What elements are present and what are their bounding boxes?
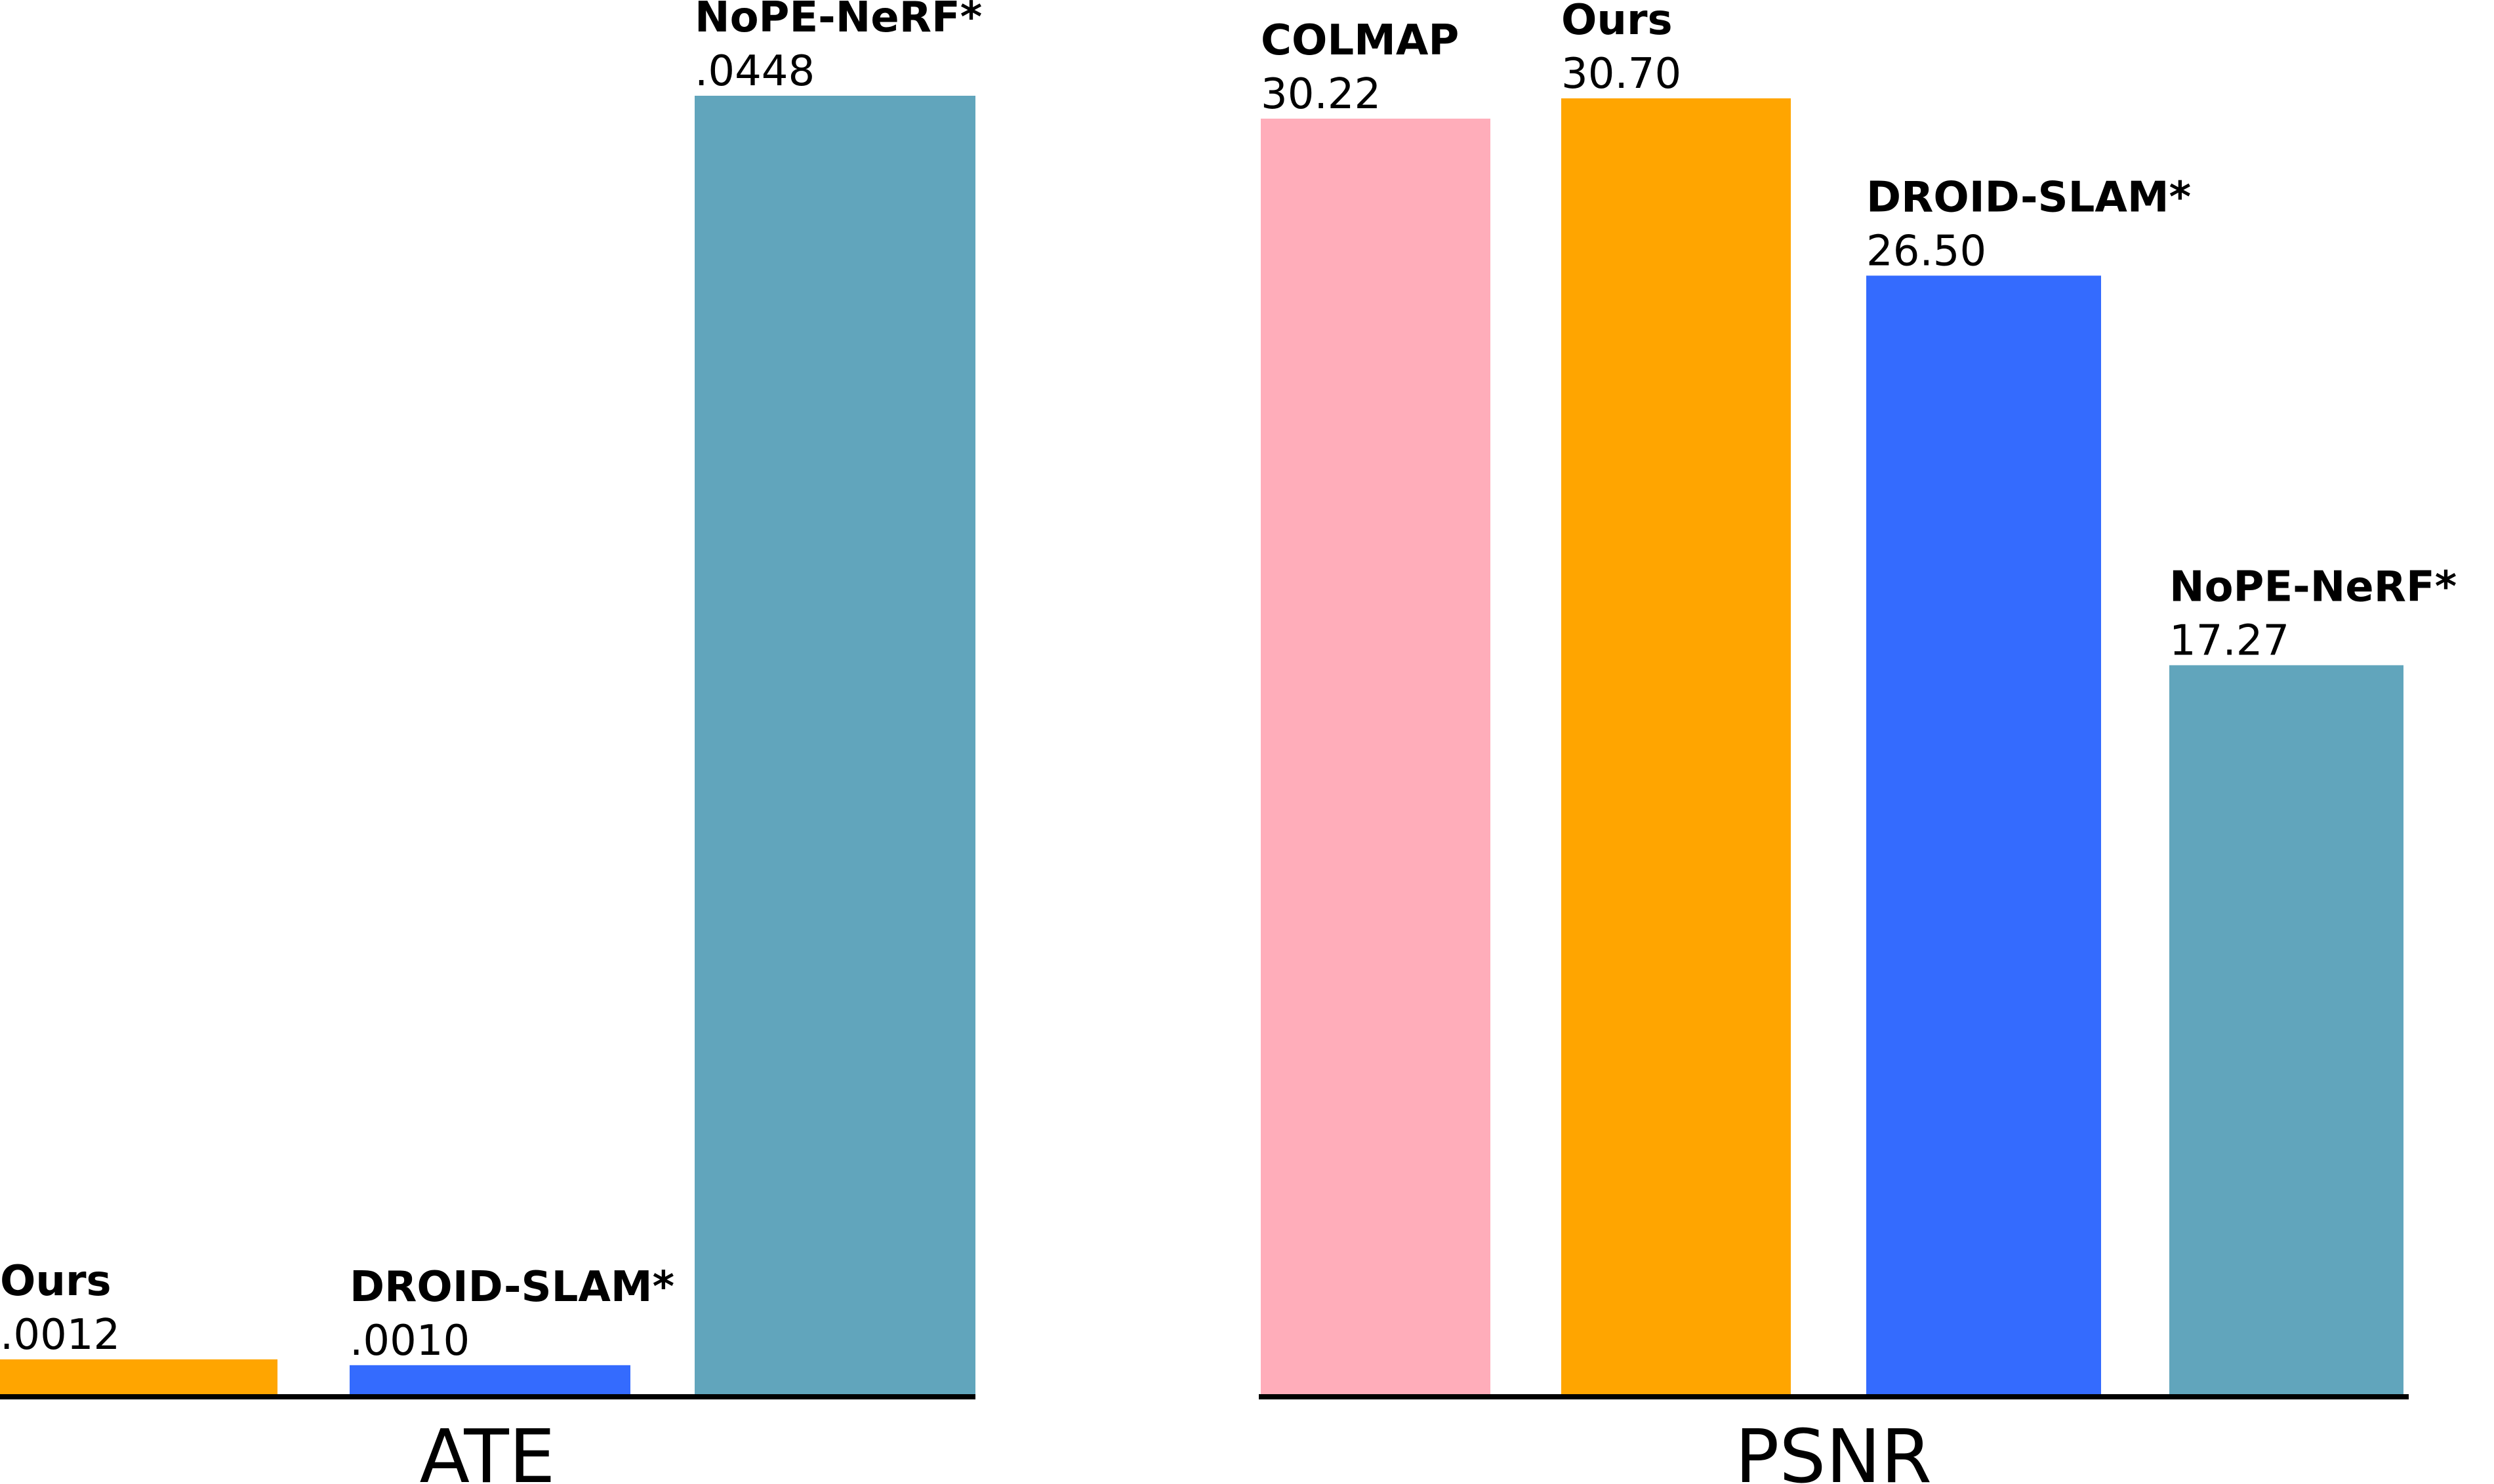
psnr-axis-label: PSNR — [1735, 1414, 1932, 1484]
psnr-nope-nerf-method-label: NoPE-NeRF* — [2169, 563, 2457, 611]
psnr-nope-nerf-value-label: 17.27 — [2169, 616, 2289, 665]
ate-ours-value-label: .0012 — [0, 1311, 120, 1359]
ate-axis-label: ATE — [419, 1414, 555, 1484]
ate-droid-slam-value-label: .0010 — [350, 1317, 470, 1365]
ate-nope-nerf-bar — [695, 96, 975, 1394]
ate-ours-method-label: Ours — [0, 1257, 112, 1306]
psnr-colmap-value-label: 30.22 — [1261, 70, 1381, 119]
ate-ours-bar — [0, 1359, 277, 1394]
psnr-ours-method-label: Ours — [1561, 0, 1673, 45]
ate-droid-slam-bar — [350, 1365, 630, 1394]
psnr-ours-value-label: 30.70 — [1561, 50, 1681, 98]
psnr-nope-nerf-bar — [2169, 665, 2403, 1394]
psnr-colmap-bar — [1261, 118, 1490, 1394]
ate-bars: .0012 Ours .0010 DROID-SLAM* .0448 NoPE-NeRF* — [0, 0, 982, 1394]
psnr-colmap-method-label: COLMAP — [1261, 16, 1459, 65]
psnr-droid-slam-value-label: 26.50 — [1866, 227, 1986, 275]
psnr-droid-slam-bar — [1866, 275, 2101, 1394]
ate-panel: .0012 Ours .0010 DROID-SLAM* .0448 NoPE-NeRF*… — [0, 0, 982, 1484]
psnr-droid-slam-method-label: DROID-SLAM* — [1866, 173, 2191, 222]
ate-nope-nerf-value-label: .0448 — [695, 47, 815, 96]
psnr-bars: 30.22 COLMAP 30.70 Ours 26.50 DROID-SLAM* 17.2… — [1261, 0, 2457, 1394]
psnr-ours-bar — [1561, 98, 1791, 1394]
ate-nope-nerf-method-label: NoPE-NeRF* — [695, 0, 982, 42]
ate-droid-slam-method-label: DROID-SLAM* — [350, 1263, 674, 1312]
psnr-panel: 30.22 COLMAP 30.70 Ours 26.50 DROID-SLAM* 17.2… — [1259, 0, 2457, 1484]
